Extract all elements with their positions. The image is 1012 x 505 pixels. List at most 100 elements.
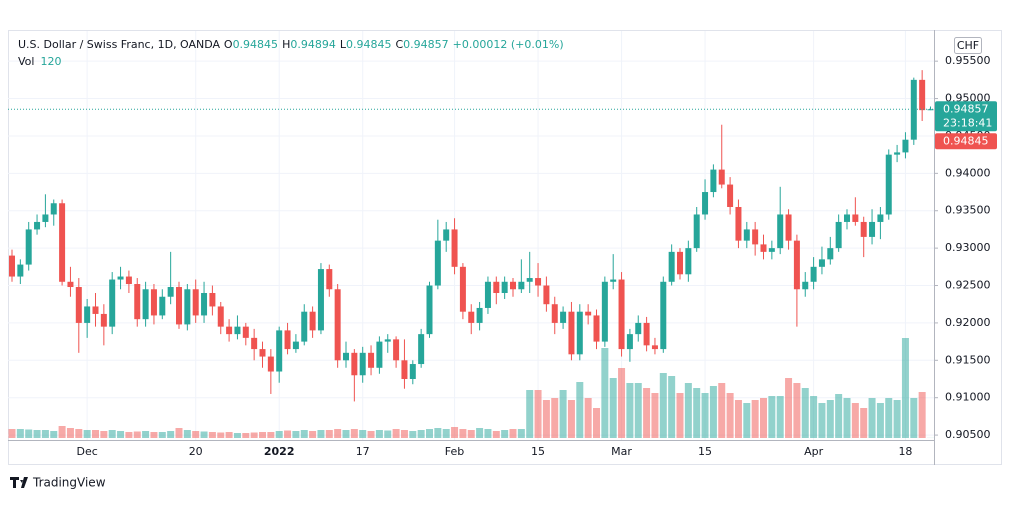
volume-bar (760, 398, 767, 438)
candle-body (594, 315, 600, 341)
candle-body (418, 334, 424, 364)
volume-bar (585, 398, 592, 438)
candle-body (468, 312, 474, 323)
candle-body (852, 214, 858, 221)
candle-body (919, 80, 925, 110)
candle-body (886, 155, 892, 215)
symbol: U.S. Dollar / Swiss Franc, 1D, OANDA (18, 38, 221, 51)
y-tick-label: 0.93500 (945, 204, 991, 217)
volume-bar (693, 388, 700, 438)
candle-body (669, 252, 675, 282)
candle-body (285, 330, 291, 349)
currency[interactable]: CHF (957, 39, 979, 52)
h-value: 0.94894 (290, 38, 336, 51)
candle-body (744, 229, 750, 240)
volume-bar (42, 430, 49, 438)
volume-bar (635, 383, 642, 438)
candle-body (610, 280, 616, 282)
volume-bar (576, 382, 583, 438)
volume-bar (426, 429, 433, 438)
candle-body (101, 314, 107, 327)
candle-body (560, 312, 566, 323)
chart-frame (9, 31, 1002, 465)
volume-bar (384, 431, 391, 439)
volume-bar (902, 338, 909, 438)
candle-body (902, 140, 908, 153)
candle-body (619, 280, 625, 350)
candle-body (368, 353, 374, 368)
volume-bar (468, 430, 475, 438)
volume-bar (359, 430, 366, 438)
volume-bar (626, 383, 633, 438)
volume-bar (885, 398, 892, 438)
candle-body (911, 80, 917, 140)
volume-bar (159, 432, 166, 438)
vol-value: 120 (40, 55, 61, 68)
candle-body (869, 222, 875, 237)
candle-body (543, 286, 549, 305)
volume-bar (810, 396, 817, 438)
volume-bar (827, 400, 834, 438)
volume-bar (852, 403, 859, 438)
candle-body (685, 248, 691, 274)
volume-bar (518, 429, 525, 438)
brand[interactable]: TradingView (10, 476, 106, 490)
candle-body (76, 287, 82, 323)
volume-bar (109, 430, 116, 438)
volume-bar (292, 431, 299, 438)
volume-bar (543, 400, 550, 438)
candle-body (677, 252, 683, 274)
y-tick-label: 0.92500 (945, 279, 991, 292)
volume-bar (343, 430, 350, 438)
volume-bar (735, 400, 742, 438)
candle-body (335, 289, 341, 360)
h-label: H (282, 38, 290, 51)
volume-bar (844, 398, 851, 438)
candle-body (660, 282, 666, 349)
candle-body (836, 222, 842, 248)
x-tick-label: 17 (356, 445, 370, 458)
candle-body (794, 241, 800, 290)
candle-body (251, 338, 257, 349)
volume-bar (476, 428, 483, 438)
candle-body (143, 289, 149, 319)
candle-body (460, 267, 466, 312)
candle-body (184, 289, 190, 324)
volume-bar (75, 429, 82, 438)
volume-bar (201, 432, 208, 439)
x-tick-label: Mar (611, 445, 632, 458)
candle-body (710, 170, 716, 192)
volume-bar (376, 430, 383, 438)
candle-body (585, 312, 591, 316)
candle-body (877, 214, 883, 221)
candle-body (485, 282, 491, 308)
volume-bar (718, 383, 725, 438)
candle-body (477, 308, 483, 323)
volume-bar (677, 393, 684, 438)
candle-body (894, 152, 900, 154)
candle-body (535, 278, 541, 285)
volume-bar (301, 430, 308, 438)
brand-logo[interactable] (10, 477, 28, 488)
volume-bar (785, 378, 792, 438)
candle-body (518, 282, 524, 289)
volume-bar (710, 386, 717, 438)
candle-body (752, 229, 758, 244)
candle-body (393, 339, 399, 360)
volume-bar (284, 431, 291, 439)
volume-bar (309, 431, 316, 438)
brand-name[interactable]: TradingView (32, 476, 106, 490)
candle-body (360, 353, 366, 375)
volume-bar (326, 430, 333, 438)
volume-bar (877, 403, 884, 438)
volume-bar (610, 378, 617, 438)
volume-bar (793, 383, 800, 438)
candle-body (577, 312, 583, 355)
volume-bar (418, 430, 425, 438)
candle-body (452, 229, 458, 266)
volume-bar (451, 427, 458, 438)
candle-body (42, 214, 48, 221)
volume-bar (134, 432, 141, 439)
